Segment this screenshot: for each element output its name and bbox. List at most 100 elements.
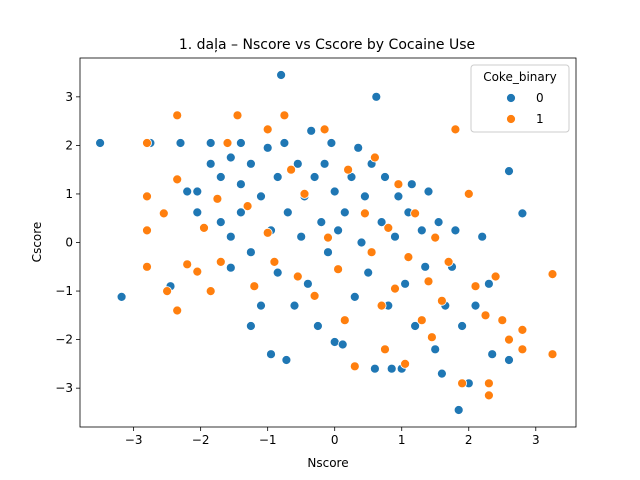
point-series-1-0 (142, 138, 152, 148)
point-series-0-72 (430, 344, 441, 355)
point-series-1-62 (426, 332, 437, 343)
point-series-1-33 (359, 208, 370, 219)
point-series-0-71 (423, 186, 434, 197)
y-tick-label: 1 (65, 187, 73, 201)
point-series-0-46 (333, 225, 344, 236)
point-series-0-81 (470, 300, 481, 311)
point-series-0-31 (282, 207, 293, 218)
point-series-1-59 (547, 269, 558, 280)
point-series-1-20 (262, 227, 273, 238)
x-tick-label: −3 (125, 433, 143, 447)
point-series-1-45 (430, 232, 441, 243)
point-series-0-73 (433, 217, 444, 228)
point-series-0-34 (296, 231, 307, 242)
point-series-0-56 (369, 363, 380, 374)
legend-marker-1 (506, 114, 516, 124)
point-series-1-26 (309, 290, 320, 301)
point-series-0-52 (356, 237, 367, 248)
point-series-0-58 (376, 217, 387, 228)
point-series-0-67 (406, 179, 417, 190)
y-tick-label: 2 (65, 138, 73, 152)
point-series-0-37 (306, 125, 317, 136)
point-series-0-51 (353, 142, 364, 153)
point-series-0-40 (316, 217, 327, 228)
point-series-1-17 (242, 201, 253, 212)
point-series-1-25 (299, 188, 310, 199)
point-series-1-54 (490, 271, 501, 282)
point-series-1-31 (343, 164, 354, 175)
point-series-0-30 (281, 355, 292, 365)
point-series-0-85 (504, 166, 514, 177)
point-series-1-14 (215, 256, 226, 267)
point-series-0-83 (483, 278, 494, 289)
point-series-1-22 (279, 110, 290, 121)
point-series-1-12 (205, 286, 216, 297)
point-series-1-63 (380, 344, 390, 355)
point-series-0-36 (302, 278, 313, 289)
point-series-0-18 (245, 247, 256, 258)
point-series-0-32 (289, 300, 300, 311)
point-series-1-60 (547, 349, 558, 360)
point-series-1-30 (339, 315, 350, 326)
point-series-1-49 (457, 378, 468, 389)
point-series-1-19 (262, 124, 273, 135)
point-series-0-84 (487, 349, 498, 360)
point-series-0-16 (235, 179, 246, 190)
point-series-0-23 (262, 142, 273, 153)
point-series-0-15 (235, 138, 246, 148)
legend-box (470, 64, 570, 133)
point-series-0-82 (477, 231, 488, 242)
point-series-1-44 (423, 276, 434, 287)
point-series-0-63 (393, 191, 404, 202)
y-tick-label: −1 (55, 284, 73, 298)
point-series-1-3 (142, 261, 152, 272)
point-series-1-27 (319, 124, 330, 135)
point-series-0-43 (326, 138, 337, 148)
point-series-1-48 (450, 124, 461, 135)
point-series-1-40 (400, 358, 411, 369)
point-series-0-11 (215, 172, 226, 182)
point-series-1-47 (443, 256, 454, 267)
point-series-0-7 (192, 186, 203, 197)
point-series-1-4 (158, 208, 169, 219)
chart-title: 1. daļa – Nscore vs Cscore by Cocaine Us… (179, 37, 475, 53)
x-tick-label: 0 (331, 433, 339, 447)
point-series-0-33 (292, 158, 303, 169)
point-series-0-47 (337, 339, 348, 350)
point-series-1-9 (182, 259, 193, 270)
point-series-0-5 (182, 186, 193, 197)
point-series-0-27 (272, 267, 283, 278)
point-series-0-38 (309, 172, 320, 182)
point-series-1-43 (416, 315, 427, 326)
point-series-0-61 (386, 363, 397, 374)
point-series-0-69 (416, 225, 427, 236)
point-series-1-6 (172, 110, 183, 121)
point-series-0-29 (279, 138, 290, 148)
point-series-0-57 (371, 91, 382, 102)
x-tick-label: 3 (532, 433, 540, 447)
y-tick-label: −2 (55, 333, 73, 347)
point-series-1-36 (376, 300, 387, 311)
point-series-0-50 (349, 291, 360, 302)
point-series-0-77 (450, 225, 461, 236)
legend-title: Coke_binary (483, 70, 557, 84)
point-series-0-62 (390, 231, 400, 242)
point-series-0-4 (175, 138, 186, 148)
point-series-1-53 (483, 390, 494, 401)
point-series-0-74 (436, 368, 447, 379)
y-tick-label: 3 (65, 90, 73, 104)
point-series-1-58 (517, 344, 528, 355)
point-series-0-10 (215, 217, 226, 228)
point-series-0-78 (453, 405, 464, 415)
point-series-0-19 (245, 158, 256, 169)
points-layer (95, 70, 558, 415)
point-series-0-6 (192, 207, 203, 218)
point-series-1-10 (192, 266, 203, 277)
point-series-1-2 (142, 225, 152, 236)
point-series-1-61 (483, 378, 494, 389)
point-series-0-1 (116, 291, 127, 302)
point-series-0-86 (504, 355, 514, 365)
x-axis-label: Nscore (307, 456, 348, 470)
point-series-0-9 (205, 158, 216, 169)
